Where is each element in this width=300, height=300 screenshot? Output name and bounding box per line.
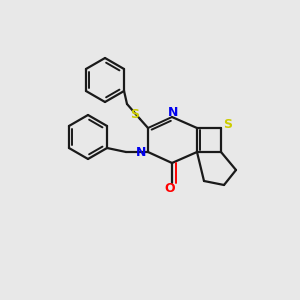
Text: O: O	[165, 182, 175, 194]
Text: S: S	[130, 107, 140, 121]
Text: N: N	[168, 106, 178, 119]
Text: N: N	[136, 146, 146, 158]
Text: S: S	[224, 118, 232, 130]
